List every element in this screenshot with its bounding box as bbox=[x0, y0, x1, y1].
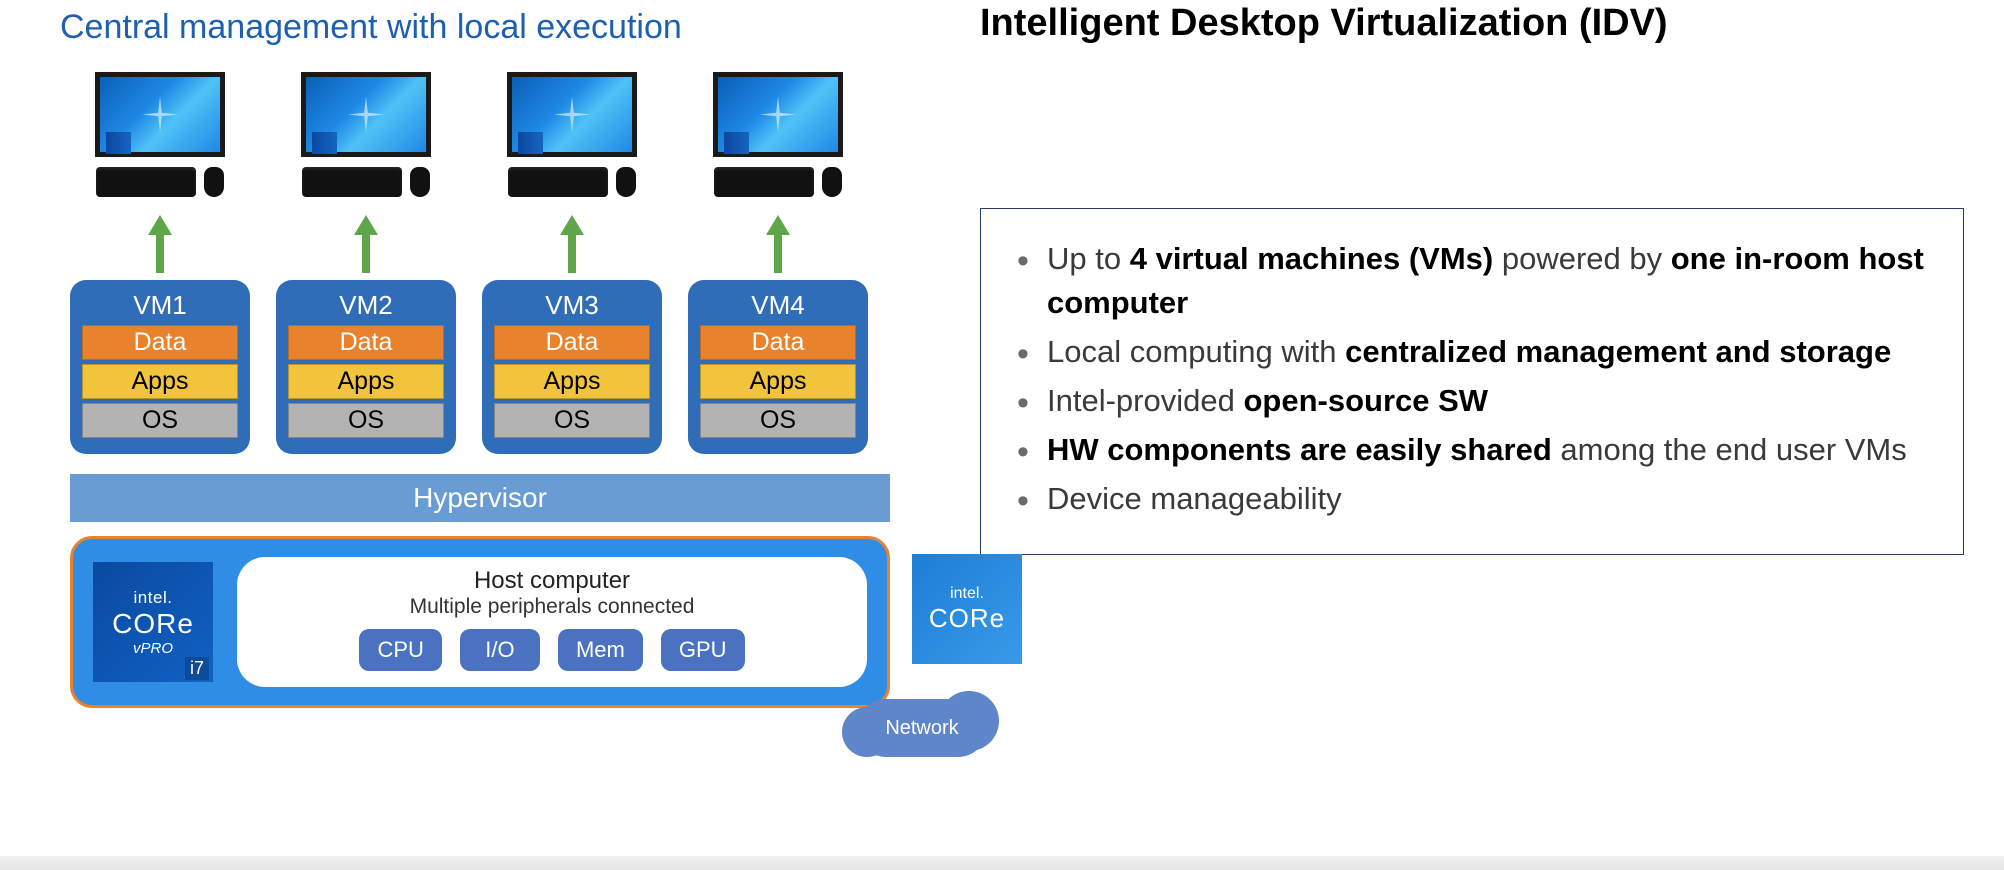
vm-layer-os: OS bbox=[288, 403, 444, 438]
vm-block: VM2 Data Apps OS bbox=[276, 280, 456, 454]
feature-item: Local computing with centralized managem… bbox=[1017, 330, 1927, 375]
feature-item: Intel-provided open-source SW bbox=[1017, 379, 1927, 424]
vm-layer-data: Data bbox=[700, 325, 856, 360]
mouse-icon bbox=[204, 167, 224, 197]
component-chip: Mem bbox=[558, 629, 643, 671]
keyboard-icon bbox=[96, 167, 196, 197]
host-title: Host computer bbox=[255, 567, 849, 595]
vm-layer-data: Data bbox=[288, 325, 444, 360]
slide: Central management with local execution … bbox=[0, 0, 2004, 870]
host-subtitle: Multiple peripherals connected bbox=[255, 595, 849, 619]
vm-unit: VM1 Data Apps OS bbox=[70, 72, 250, 454]
keyboard-icon bbox=[302, 167, 402, 197]
vm-row: VM1 Data Apps OS VM2 Data Apps OS VM3 Da… bbox=[70, 72, 920, 454]
vm-layer-data: Data bbox=[82, 325, 238, 360]
diagram-title: Central management with local execution bbox=[60, 8, 920, 47]
feature-item: Device manageability bbox=[1017, 477, 1927, 522]
vm-layer-os: OS bbox=[700, 403, 856, 438]
vm-label: VM3 bbox=[490, 290, 654, 321]
vm-label: VM1 bbox=[78, 290, 242, 321]
vm-layer-data: Data bbox=[494, 325, 650, 360]
vm-label: VM4 bbox=[696, 290, 860, 321]
vm-unit: VM3 Data Apps OS bbox=[482, 72, 662, 454]
mouse-icon bbox=[822, 167, 842, 197]
vm-unit: VM4 Data Apps OS bbox=[688, 72, 868, 454]
vm-block: VM4 Data Apps OS bbox=[688, 280, 868, 454]
vm-layer-os: OS bbox=[494, 403, 650, 438]
arrow-up-icon bbox=[560, 215, 584, 235]
diagram-column: Central management with local execution … bbox=[40, 0, 920, 870]
monitor-icon bbox=[507, 72, 637, 157]
arrow-up-icon bbox=[148, 215, 172, 235]
intel-core-badge: intel. CORe bbox=[912, 554, 1022, 664]
monitor-icon bbox=[301, 72, 431, 157]
peripherals bbox=[482, 167, 662, 197]
peripherals bbox=[688, 167, 868, 197]
component-chip: GPU bbox=[661, 629, 745, 671]
feature-item: HW components are easily shared among th… bbox=[1017, 428, 1927, 473]
vm-block: VM1 Data Apps OS bbox=[70, 280, 250, 454]
component-chip: CPU bbox=[359, 629, 441, 671]
mouse-icon bbox=[410, 167, 430, 197]
keyboard-icon bbox=[508, 167, 608, 197]
network-cloud: Network bbox=[857, 699, 987, 757]
mouse-icon bbox=[616, 167, 636, 197]
text-column: Intelligent Desktop Virtualization (IDV)… bbox=[920, 0, 1964, 870]
features-box: Up to 4 virtual machines (VMs) powered b… bbox=[980, 208, 1964, 556]
intel-core-vpro-badge: intel. CORe vPRO i7 bbox=[93, 562, 213, 682]
main-title: Intelligent Desktop Virtualization (IDV) bbox=[980, 0, 1964, 48]
hypervisor-bar: Hypervisor bbox=[70, 474, 890, 522]
monitor-icon bbox=[95, 72, 225, 157]
footer-bar bbox=[0, 856, 2004, 870]
vm-label: VM2 bbox=[284, 290, 448, 321]
vm-layer-apps: Apps bbox=[82, 364, 238, 399]
vm-unit: VM2 Data Apps OS bbox=[276, 72, 456, 454]
vm-layer-apps: Apps bbox=[494, 364, 650, 399]
vm-block: VM3 Data Apps OS bbox=[482, 280, 662, 454]
peripherals bbox=[70, 167, 250, 197]
component-chips: CPU I/O Mem GPU bbox=[255, 629, 849, 671]
monitor-icon bbox=[713, 72, 843, 157]
feature-item: Up to 4 virtual machines (VMs) powered b… bbox=[1017, 237, 1927, 327]
host-block: intel. CORe vPRO i7 Host computer Multip… bbox=[70, 536, 890, 708]
keyboard-icon bbox=[714, 167, 814, 197]
vm-layer-os: OS bbox=[82, 403, 238, 438]
features-list: Up to 4 virtual machines (VMs) powered b… bbox=[1017, 237, 1927, 523]
vm-layer-apps: Apps bbox=[700, 364, 856, 399]
host-inner: Host computer Multiple peripherals conne… bbox=[237, 557, 867, 687]
component-chip: I/O bbox=[460, 629, 540, 671]
arrow-up-icon bbox=[354, 215, 378, 235]
vm-layer-apps: Apps bbox=[288, 364, 444, 399]
arrow-up-icon bbox=[766, 215, 790, 235]
peripherals bbox=[276, 167, 456, 197]
